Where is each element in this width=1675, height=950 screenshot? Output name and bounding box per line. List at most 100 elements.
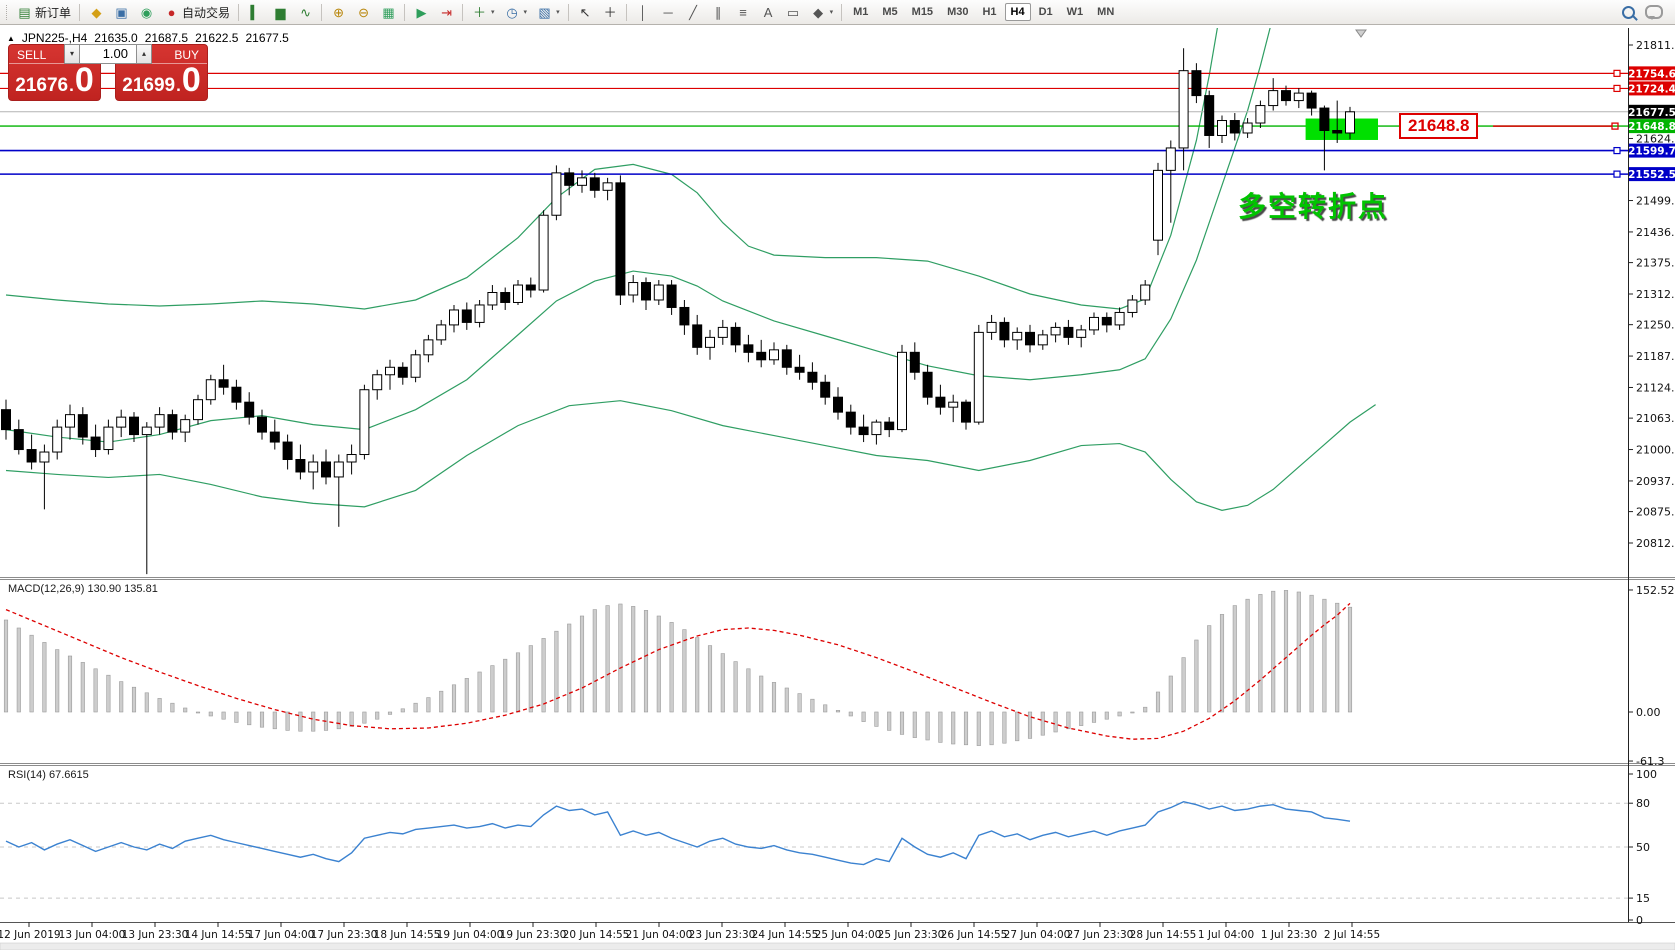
indicators-button[interactable]: ＋ ▾ <box>468 4 499 21</box>
price-callout-label[interactable]: 21648.8 <box>1399 113 1479 139</box>
volume-down-button[interactable]: ▾ <box>64 44 80 64</box>
sell-price: 21676. 0 <box>15 61 94 99</box>
rsi-line <box>5 801 1351 866</box>
svg-text:21499.5: 21499.5 <box>1636 195 1675 208</box>
zoom-in-button[interactable]: ⊕ <box>327 4 350 21</box>
templates-dropdown-arrow[interactable]: ▾ <box>556 9 560 16</box>
autotrading-label: 自动交易 <box>182 5 231 20</box>
equidistant-channel-icon: ∥ <box>714 4 722 20</box>
toolbar-right <box>1622 5 1675 20</box>
volume-input[interactable]: 1.00 <box>80 44 136 64</box>
new-order-icon: ▤ <box>18 4 31 20</box>
svg-text:26 Jun 14:55: 26 Jun 14:55 <box>941 929 1008 941</box>
text-label-button[interactable]: ▭ <box>782 4 805 21</box>
arrows-dropdown-arrow[interactable]: ▾ <box>829 9 834 16</box>
svg-text:0.00: 0.00 <box>1636 706 1661 719</box>
volume-up-button[interactable]: ▴ <box>136 44 152 64</box>
chart-shift-marker[interactable] <box>1355 29 1367 38</box>
new-order-button[interactable]: ▤ 新订单 <box>13 2 75 23</box>
svg-text:0: 0 <box>1636 914 1643 927</box>
periods-icon: ◷ <box>506 4 518 20</box>
price-axis[interactable]: 21811.5 21624.0 21499.5 21436.5 21375.0 21312… <box>1628 39 1675 927</box>
svg-text:100: 100 <box>1636 768 1657 781</box>
fibonacci-button[interactable]: ≡ <box>732 4 755 21</box>
toolbar-group: ▍ ▆ ∿ <box>243 0 318 25</box>
autotrading-button[interactable]: ● 自动交易 <box>160 2 234 23</box>
symbol-label: JPN225-,H4 <box>21 31 88 45</box>
horizontal-line-icon: ─ <box>663 4 673 20</box>
timeframe-w1[interactable]: W1 <box>1066 6 1084 18</box>
svg-text:21724.4: 21724.4 <box>1628 83 1675 95</box>
chat-icon[interactable] <box>1645 5 1663 20</box>
horizontal-line-button[interactable]: ─ <box>657 4 680 21</box>
candlestick-chart-button[interactable]: ▆ <box>269 4 292 21</box>
collapse-arrow-icon[interactable]: ▲ <box>7 33 15 43</box>
toolbar-group: ▶ ⇥ <box>409 0 459 25</box>
svg-text:21624.0: 21624.0 <box>1636 132 1675 145</box>
svg-text:21 Jun 04:00: 21 Jun 04:00 <box>626 929 693 941</box>
timeframe-m15[interactable]: M15 <box>911 6 934 18</box>
toolbar-group: ⊕ ⊖ ▦ <box>326 0 401 25</box>
new-order-label: 新订单 <box>35 5 72 20</box>
svg-text:21375.0: 21375.0 <box>1636 257 1675 270</box>
text-annotation[interactable]: 多空转折点 <box>1238 191 1389 222</box>
svg-text:20875.5: 20875.5 <box>1636 506 1675 519</box>
cursor-button[interactable]: ↖ <box>574 4 597 21</box>
signals-button[interactable]: ◉ <box>135 4 158 21</box>
search-icon[interactable] <box>1622 5 1635 19</box>
market-watch-button[interactable]: ◆ <box>85 4 108 21</box>
trendline-button[interactable]: ╱ <box>682 4 705 21</box>
toolbar-separator <box>625 3 627 21</box>
templates-button[interactable]: ▧ ▾ <box>533 4 564 21</box>
vertical-line-button[interactable]: │ <box>632 4 655 21</box>
arrows-button[interactable]: ◆ ▾ <box>807 4 838 21</box>
svg-text:19 Jun 23:30: 19 Jun 23:30 <box>500 929 567 941</box>
toolbar-group: ◆ ▣ ◉ ● 自动交易 <box>84 0 235 25</box>
tile-windows-button[interactable]: ▦ <box>377 4 400 21</box>
cursor-icon: ↖ <box>579 4 591 20</box>
periods-button[interactable]: ◷ ▾ <box>501 4 532 21</box>
svg-text:21250.5: 21250.5 <box>1636 319 1675 332</box>
toolbar-separator <box>462 3 464 21</box>
auto-scroll-button[interactable]: ▶ <box>410 4 433 21</box>
svg-text:17 Jun 04:00: 17 Jun 04:00 <box>248 929 315 941</box>
timeframe-m5[interactable]: M5 <box>882 6 898 18</box>
equidistant-channel-button[interactable]: ∥ <box>707 4 730 21</box>
svg-text:21648.8: 21648.8 <box>1628 121 1675 133</box>
timeframe-m1[interactable]: M1 <box>853 6 869 18</box>
svg-text:21124.5: 21124.5 <box>1636 381 1675 394</box>
signals-icon: ◉ <box>140 4 153 20</box>
svg-text:21552.5: 21552.5 <box>1628 169 1675 181</box>
timeframe-group: M1 M5 M15 M30 H1 H4 D1 W1 MN <box>846 0 1121 25</box>
svg-text:21754.6: 21754.6 <box>1628 68 1675 80</box>
indicators-icon: ＋ <box>473 4 487 20</box>
bar-chart-button[interactable]: ▍ <box>244 4 267 21</box>
line-chart-button[interactable]: ∿ <box>294 4 317 21</box>
svg-text:21599.7: 21599.7 <box>1628 146 1675 158</box>
timeframe-m30[interactable]: M30 <box>947 6 969 18</box>
text-button[interactable]: A <box>757 4 780 21</box>
autotrading-icon: ● <box>167 4 176 20</box>
periods-dropdown-arrow[interactable]: ▾ <box>523 9 528 16</box>
highlight-rectangle[interactable] <box>1305 118 1378 140</box>
chart-shift-button[interactable]: ⇥ <box>435 4 458 21</box>
timeframe-mn[interactable]: MN <box>1097 6 1115 18</box>
chart-shift-icon: ⇥ <box>441 4 452 20</box>
toolbar-separator <box>404 3 406 21</box>
svg-text:25 Jun 04:00: 25 Jun 04:00 <box>815 929 882 941</box>
timeframe-d1[interactable]: D1 <box>1038 6 1053 18</box>
zoom-out-icon: ⊖ <box>358 4 369 20</box>
indicators-dropdown-arrow[interactable]: ▾ <box>491 9 495 16</box>
toolbar-group: ↖ ＋ <box>573 0 623 25</box>
terminal-button[interactable]: ▣ <box>110 4 133 21</box>
timeframe-h1[interactable]: H1 <box>982 6 997 18</box>
svg-text:21187.5: 21187.5 <box>1636 350 1675 363</box>
toolbar-group: │ ─ ╱ ∥ ≡ A ▭ ◆ ▾ <box>631 0 839 25</box>
zoom-out-button[interactable]: ⊖ <box>352 4 375 21</box>
svg-text:21677.5: 21677.5 <box>1628 107 1675 119</box>
macd-histogram <box>3 590 1353 746</box>
crosshair-button[interactable]: ＋ <box>599 4 622 21</box>
timeframe-h4[interactable]: H4 <box>1004 3 1031 21</box>
